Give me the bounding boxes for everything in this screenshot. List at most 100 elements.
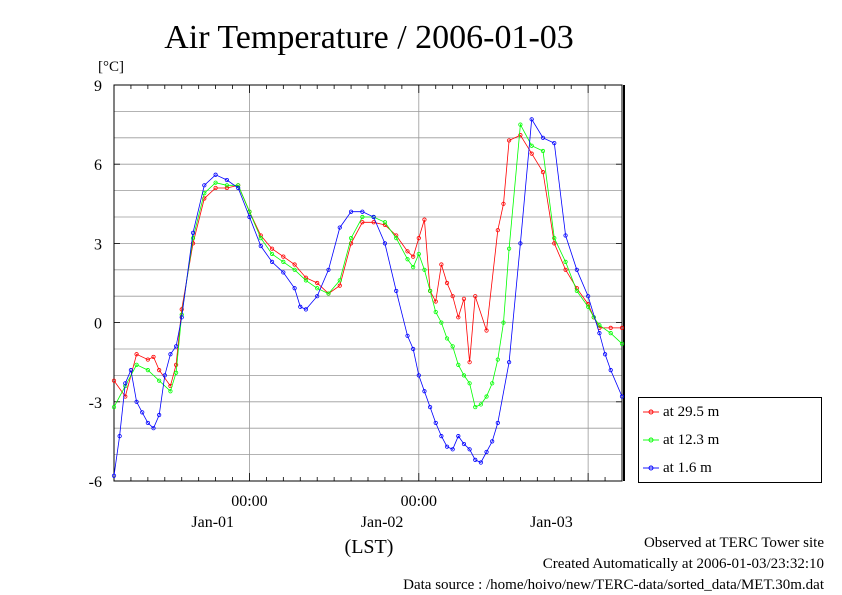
data-point <box>490 439 495 444</box>
data-point <box>444 336 450 341</box>
data-point <box>111 404 117 410</box>
data-point <box>602 352 608 357</box>
y-tick-label: 0 <box>94 316 102 333</box>
data-point <box>236 185 241 191</box>
data-point <box>518 122 523 127</box>
series-line <box>113 123 623 408</box>
data-point <box>507 138 512 143</box>
data-point <box>224 177 229 183</box>
data-point <box>134 362 139 367</box>
data-point <box>281 259 286 264</box>
data-point <box>281 270 286 275</box>
data-point <box>439 320 444 325</box>
data-point <box>540 135 546 140</box>
data-point <box>292 262 297 267</box>
data-point <box>179 315 184 320</box>
data-point <box>495 357 500 362</box>
legend-item-1-6m: at 1.6 m <box>639 458 823 478</box>
data-point <box>269 259 275 264</box>
legend: at 29.5 m at 12.3 m at 1.6 m <box>638 397 822 483</box>
data-point <box>433 420 438 426</box>
data-point <box>416 236 421 241</box>
data-point <box>337 283 342 288</box>
data-point <box>495 420 500 426</box>
data-point <box>326 267 331 272</box>
data-point <box>433 309 438 315</box>
data-point <box>117 434 122 439</box>
data-point <box>281 254 286 259</box>
data-point <box>597 323 602 328</box>
x-tick-label-date: Jan-01 <box>191 514 234 531</box>
x-axis-label: (LST) <box>345 536 394 558</box>
x-tick-label-date: Jan-02 <box>361 514 404 531</box>
data-point <box>495 228 500 233</box>
data-point <box>303 307 309 312</box>
data-point <box>473 294 478 299</box>
data-point <box>151 426 156 431</box>
legend-label: at 1.6 m <box>663 460 712 476</box>
data-point <box>111 378 117 383</box>
data-point <box>224 185 229 191</box>
series-1 <box>111 122 625 410</box>
data-point <box>213 172 218 177</box>
x-tick-label-time: 00:00 <box>231 493 267 510</box>
y-tick-label: 6 <box>94 157 102 174</box>
data-point <box>269 251 275 257</box>
data-point <box>405 257 410 262</box>
data-point <box>405 333 410 338</box>
data-point <box>461 441 467 447</box>
data-point <box>619 394 625 399</box>
data-point <box>360 214 365 220</box>
data-point <box>416 373 421 378</box>
data-point <box>157 378 162 383</box>
y-tick-label: 3 <box>94 236 102 253</box>
data-point <box>507 246 512 251</box>
data-point <box>574 267 579 272</box>
data-point <box>478 402 483 407</box>
legend-item-12-3m: at 12.3 m <box>639 430 823 450</box>
data-point <box>563 267 568 272</box>
data-point <box>450 447 455 452</box>
data-point <box>394 288 399 294</box>
data-point <box>456 315 461 320</box>
data-point <box>151 354 156 360</box>
plot-frame <box>113 84 623 482</box>
data-point <box>563 233 568 238</box>
data-point <box>439 262 444 267</box>
data-point <box>473 404 478 410</box>
data-point <box>518 133 523 138</box>
data-point <box>213 180 218 185</box>
data-point <box>484 449 489 455</box>
data-point <box>298 304 303 309</box>
data-point <box>326 291 331 296</box>
data-point <box>552 140 557 146</box>
data-point <box>371 214 376 220</box>
legend-item-29-5m: at 29.5 m <box>639 402 823 422</box>
data-point <box>484 328 489 333</box>
data-point <box>540 170 546 175</box>
data-point <box>236 183 241 188</box>
data-point <box>303 275 309 280</box>
data-point <box>444 280 450 286</box>
data-point <box>416 251 421 257</box>
data-point <box>552 236 557 241</box>
data-point <box>247 214 252 220</box>
data-point <box>134 352 139 357</box>
data-point <box>456 434 461 439</box>
data-point <box>467 360 472 365</box>
y-tick-label: -3 <box>89 395 102 412</box>
data-point <box>382 241 388 246</box>
data-point <box>422 267 427 272</box>
data-point <box>258 236 263 241</box>
data-point <box>501 201 506 206</box>
footer-source: Data source : /home/hoivo/new/TERC-data/… <box>403 577 824 593</box>
data-point <box>337 278 342 283</box>
data-point <box>162 373 167 378</box>
data-point <box>128 368 134 373</box>
data-point <box>586 304 591 309</box>
data-point <box>450 294 455 299</box>
data-point <box>190 230 196 235</box>
data-point <box>360 220 365 225</box>
legend-label: at 12.3 m <box>663 432 720 448</box>
data-point <box>348 209 354 214</box>
